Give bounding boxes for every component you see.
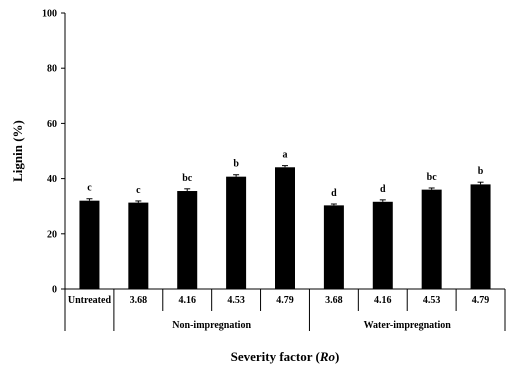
- significance-label: b: [478, 166, 484, 177]
- x-category-label: 4.79: [472, 295, 490, 306]
- y-axis: 0 20 40 60 80 100: [42, 9, 66, 296]
- significance-label: bc: [427, 172, 438, 183]
- significance-label: a: [283, 150, 288, 161]
- x-axis: Untreated 3.68 4.16 4.53 4.79 3.68 4.16 4.53 4.7…: [64, 288, 506, 331]
- bar: [177, 191, 198, 289]
- bar: [275, 167, 295, 289]
- x-category-label: 3.68: [325, 295, 343, 306]
- x-axis-title: Severity factor (Ro): [231, 349, 340, 364]
- significance-label: d: [380, 184, 386, 195]
- bar: [421, 189, 442, 289]
- bar: [470, 184, 491, 289]
- x-group-label: Water-impregnation: [364, 320, 452, 331]
- significance-label: bc: [182, 173, 193, 184]
- y-tick-label: 20: [47, 229, 57, 240]
- bars: c c bc b a d d bc b: [79, 150, 491, 289]
- y-tick-label: 60: [47, 119, 57, 130]
- x-category-label: 4.53: [227, 295, 245, 306]
- x-category-label: 4.16: [178, 295, 196, 306]
- y-tick-label: 80: [47, 64, 57, 75]
- bar: [79, 200, 100, 289]
- bar: [372, 201, 393, 289]
- significance-label: b: [233, 159, 239, 170]
- x-category-label: 3.68: [130, 295, 148, 306]
- y-tick-label: 100: [42, 9, 57, 20]
- y-axis-title: Lignin (%): [10, 120, 25, 182]
- bar: [323, 205, 344, 289]
- bar: [128, 202, 149, 289]
- x-category-label: 4.16: [374, 295, 392, 306]
- x-category-label: 4.79: [276, 295, 294, 306]
- y-tick-label: 40: [47, 174, 57, 185]
- significance-label: c: [87, 183, 92, 194]
- bar: [226, 176, 247, 289]
- x-category-label: 4.53: [423, 295, 441, 306]
- x-category-label: Untreated: [68, 295, 112, 306]
- x-group-label: Non-impregnation: [172, 320, 251, 331]
- y-tick-label: 0: [52, 285, 57, 296]
- significance-label: c: [136, 185, 141, 196]
- significance-label: d: [331, 188, 337, 199]
